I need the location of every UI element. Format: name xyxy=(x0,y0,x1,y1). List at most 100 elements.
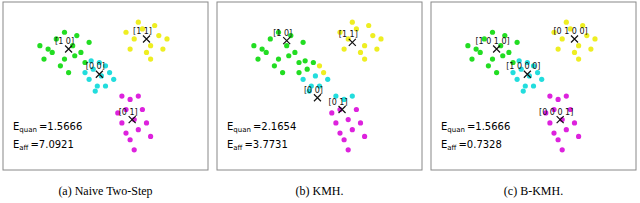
point xyxy=(296,70,301,75)
point xyxy=(490,57,495,62)
centroid-label: [0 1] xyxy=(329,98,348,107)
point xyxy=(46,46,51,51)
annotation-value: 1.5666 xyxy=(47,121,82,132)
point xyxy=(148,43,153,48)
point xyxy=(136,127,141,132)
marks xyxy=(37,20,169,153)
caption: (a) Naive Two-Step xyxy=(58,184,152,198)
point xyxy=(374,46,379,51)
point xyxy=(539,77,544,82)
point xyxy=(58,63,63,68)
point xyxy=(329,110,334,115)
point xyxy=(486,63,491,68)
centroid xyxy=(571,35,578,42)
point xyxy=(354,107,359,112)
centroid-label: [1 1] xyxy=(339,30,358,39)
point xyxy=(272,63,277,68)
point xyxy=(592,36,597,41)
point xyxy=(132,147,137,152)
point xyxy=(144,120,149,125)
centroid-label: [1 0] xyxy=(273,29,292,38)
point xyxy=(321,70,326,75)
point xyxy=(156,33,161,38)
centroid-label: [0 0 0 1] xyxy=(539,108,573,117)
point xyxy=(531,83,536,88)
point xyxy=(74,33,79,38)
plot-frame xyxy=(217,2,422,170)
annotation-sep: = xyxy=(253,121,261,132)
point xyxy=(560,36,565,41)
annotation-sep: = xyxy=(30,139,38,150)
centroid-label: [1 0] xyxy=(55,37,74,46)
centroid-label: [0 0] xyxy=(304,86,323,95)
point xyxy=(325,77,330,82)
point xyxy=(251,43,256,48)
centroid-label: [1 0 1 0] xyxy=(475,37,509,46)
point xyxy=(362,57,367,62)
centroid xyxy=(314,94,321,101)
annotation-sep: = xyxy=(467,121,475,132)
point xyxy=(362,134,367,139)
point xyxy=(521,88,526,93)
annotation-sub: quan xyxy=(233,126,251,134)
annotation-sub: aff xyxy=(233,144,242,152)
centroid xyxy=(129,116,136,123)
annotation: Eaff=0.7328 xyxy=(441,139,502,152)
point xyxy=(342,46,347,51)
annotation-value: 1.5666 xyxy=(475,121,510,132)
annotation-sub: quan xyxy=(19,126,37,134)
point xyxy=(346,147,351,152)
figure: [1 0][0 0][1 1][0 1]Equan=1.5666Eaff=7.0… xyxy=(0,0,640,203)
point xyxy=(350,93,355,98)
point xyxy=(560,147,565,152)
point xyxy=(303,58,308,63)
centroid xyxy=(349,39,356,46)
caption: (b) KMH. xyxy=(296,184,344,198)
point xyxy=(140,107,145,112)
point xyxy=(346,117,351,122)
point xyxy=(292,50,297,55)
point xyxy=(280,70,285,75)
point xyxy=(572,120,577,125)
point xyxy=(572,50,577,55)
point xyxy=(576,43,581,48)
point xyxy=(362,43,367,48)
point xyxy=(547,120,552,125)
point xyxy=(284,43,289,48)
point xyxy=(160,46,165,51)
point xyxy=(490,30,495,35)
point xyxy=(350,20,355,25)
point xyxy=(78,50,83,55)
point xyxy=(500,53,505,58)
centroid xyxy=(143,35,150,42)
point xyxy=(66,70,71,75)
point xyxy=(311,60,316,65)
point xyxy=(123,130,128,135)
point xyxy=(103,83,108,88)
centroid-label: [0 1 0 0] xyxy=(553,27,587,36)
plot-frame xyxy=(3,2,208,170)
point xyxy=(260,46,265,51)
point xyxy=(255,57,260,62)
annotation-sub: quan xyxy=(447,126,465,134)
annotation: Equan=1.5666 xyxy=(441,121,510,134)
annotation-value: 2.1654 xyxy=(261,121,296,132)
annotation: Eaff=3.7731 xyxy=(227,139,288,152)
annotation-sub: aff xyxy=(19,144,28,152)
point xyxy=(313,73,318,78)
point xyxy=(132,36,137,41)
point xyxy=(72,53,77,58)
point xyxy=(123,30,128,35)
point xyxy=(342,137,347,142)
point xyxy=(515,40,520,45)
centroid xyxy=(339,106,346,113)
point xyxy=(296,60,301,65)
centroid xyxy=(524,71,531,78)
point xyxy=(152,23,157,28)
panel: [1 0][0 0][1 1][0 1]Equan=1.5666Eaff=7.0… xyxy=(3,2,208,198)
point xyxy=(358,120,363,125)
point xyxy=(588,46,593,51)
point xyxy=(93,88,98,93)
point xyxy=(547,93,552,98)
point xyxy=(128,97,133,102)
